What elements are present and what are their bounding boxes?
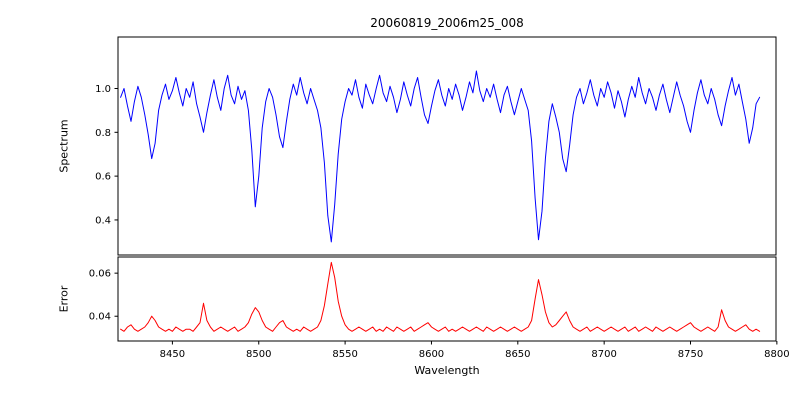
x-tick-label: 8650 [505,349,530,360]
y-tick-label: 0.04 [89,312,111,323]
y-tick-label: 0.8 [95,128,111,139]
y-tick-label: 0.4 [95,215,111,226]
error-plot-frame [117,256,777,342]
plot-title: 20060819_2006m25_008 [370,16,524,30]
x-tick-label: 8800 [764,349,789,360]
y-tick-label: 1.0 [95,84,111,95]
y-tick-label: 0.6 [95,172,111,183]
x-tick-label: 8450 [160,349,185,360]
x-tick-label: 8750 [678,349,703,360]
spectrum-line [120,70,761,243]
x-axis-label: Wavelength [414,364,480,377]
x-tick-label: 8550 [332,349,357,360]
error-line [120,261,761,332]
x-tick-label: 8500 [246,349,271,360]
x-tick-label: 8600 [419,349,444,360]
spectrum-plot-frame [117,36,777,256]
y-tick-label: 0.06 [89,269,111,280]
x-tick-label: 8700 [591,349,616,360]
